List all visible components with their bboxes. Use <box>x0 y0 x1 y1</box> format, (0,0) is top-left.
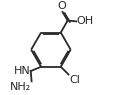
Text: O: O <box>57 1 66 11</box>
Text: NH₂: NH₂ <box>10 82 31 92</box>
Text: HN: HN <box>14 66 30 76</box>
Text: OH: OH <box>77 16 94 26</box>
Text: Cl: Cl <box>69 75 80 85</box>
